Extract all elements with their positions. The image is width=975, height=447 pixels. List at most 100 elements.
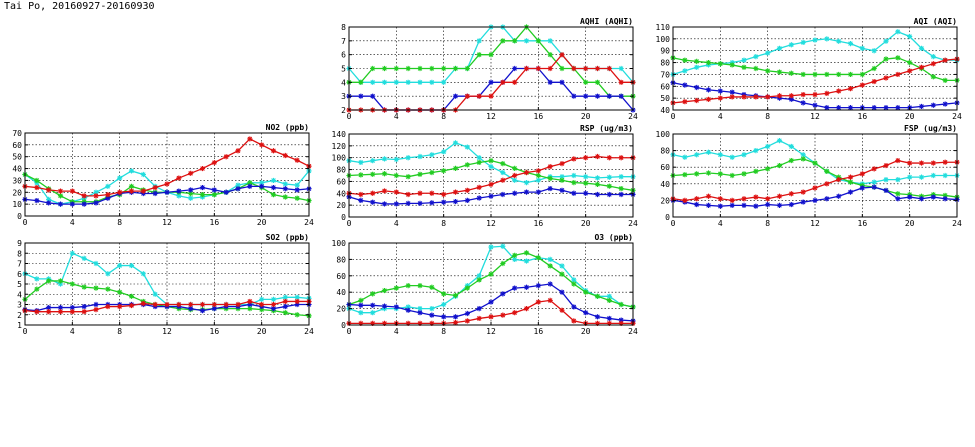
data-point [594, 93, 601, 99]
data-point [34, 177, 40, 184]
data-point [488, 193, 494, 199]
y-tick-label: 60 [660, 82, 670, 91]
data-point [918, 174, 925, 180]
data-point [729, 172, 735, 179]
data-point [682, 154, 688, 160]
data-point [571, 318, 577, 324]
data-point [729, 94, 735, 100]
data-point [741, 152, 747, 158]
data-point [81, 201, 87, 207]
data-point [606, 315, 612, 322]
data-point [429, 284, 435, 290]
data-point [606, 155, 612, 161]
x-tick-label: 4 [394, 112, 399, 121]
x-tick-label: 12 [810, 219, 820, 228]
data-point [705, 149, 712, 155]
y-tick-label: 40 [660, 106, 670, 115]
data-point [452, 314, 459, 320]
data-point [117, 175, 123, 181]
y-tick-label: 2 [17, 311, 22, 320]
data-point [259, 142, 265, 148]
data-point [176, 301, 182, 308]
data-point [464, 310, 470, 317]
data-point [895, 105, 901, 111]
data-point [618, 174, 624, 180]
data-point [512, 65, 518, 72]
data-point [776, 45, 783, 51]
data-point [464, 65, 470, 72]
data-point [270, 184, 277, 191]
data-point [282, 194, 288, 200]
data-point [871, 179, 877, 185]
data-point [57, 281, 64, 287]
x-tick-label: 24 [304, 218, 314, 227]
data-point [776, 162, 783, 169]
x-tick-label: 0 [347, 219, 352, 228]
data-point [918, 160, 925, 166]
data-point [547, 185, 553, 192]
x-tick-label: 0 [23, 327, 28, 336]
data-point [46, 187, 52, 193]
x-tick-label: 24 [304, 327, 314, 336]
x-tick-label: 8 [117, 218, 122, 227]
data-point [370, 158, 376, 164]
data-point [476, 159, 482, 166]
data-point [824, 36, 830, 42]
y-tick-label: 60 [336, 272, 346, 281]
data-point [259, 183, 265, 189]
data-point [223, 189, 229, 195]
x-tick-label: 24 [628, 219, 638, 228]
series-blue [346, 281, 636, 324]
y-tick-label: 9 [17, 239, 22, 248]
x-tick-label: 8 [441, 219, 446, 228]
data-point [705, 87, 712, 93]
data-point [942, 192, 948, 199]
data-point [488, 181, 494, 187]
data-point [393, 201, 399, 207]
data-point [500, 38, 506, 44]
data-point [34, 309, 40, 315]
data-point [594, 191, 601, 198]
data-point [788, 42, 794, 48]
data-point [606, 191, 612, 198]
data-point [57, 193, 64, 199]
data-point [547, 263, 553, 269]
chart-fsp: 0 20 40 60 80 100 0 4 8 12 16 20 24 FSP (ug/m3) [656, 124, 962, 228]
data-point [152, 291, 158, 297]
data-point [883, 187, 889, 194]
data-point [117, 303, 123, 310]
data-point [69, 281, 75, 287]
y-tick-label: 30 [12, 176, 22, 185]
data-point [476, 155, 482, 161]
data-point [441, 149, 447, 155]
data-point [836, 193, 842, 199]
data-point [235, 148, 241, 154]
chart-title: AQHI (AQHI) [580, 17, 633, 26]
data-point [235, 301, 241, 308]
data-point [547, 297, 553, 303]
data-point [571, 277, 577, 283]
data-point [417, 283, 423, 289]
data-point [606, 174, 612, 180]
data-point [500, 161, 506, 167]
y-tick-label: 70 [12, 129, 22, 138]
x-tick-label: 12 [486, 112, 496, 121]
data-point [128, 302, 135, 309]
data-point [164, 301, 170, 308]
y-tick-label: 0 [665, 213, 670, 222]
data-point [93, 307, 99, 313]
data-point [571, 172, 577, 179]
x-tick-label: 0 [23, 218, 28, 227]
data-point [164, 181, 170, 187]
data-point [188, 195, 194, 201]
data-point [535, 168, 541, 174]
data-point [358, 79, 364, 85]
data-point [105, 303, 111, 310]
data-point [105, 183, 111, 189]
data-point [729, 197, 735, 203]
data-point [776, 202, 783, 208]
data-point [776, 138, 783, 144]
data-point [381, 156, 388, 162]
data-point [618, 65, 624, 72]
